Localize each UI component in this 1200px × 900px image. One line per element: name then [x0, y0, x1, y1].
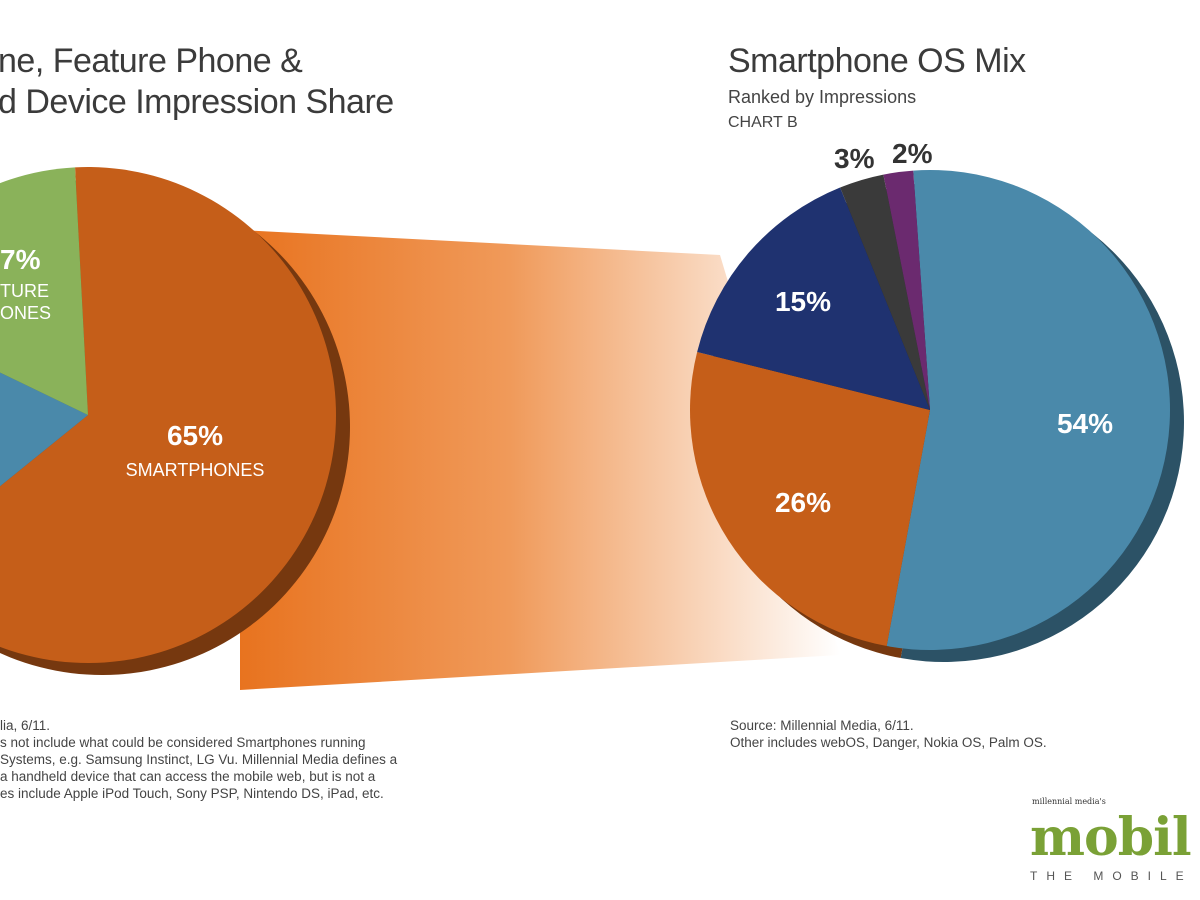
left-pie-slice-1 [0, 372, 88, 487]
slice-name-feature-2: ONES [0, 303, 52, 323]
note-line: lia, 6/11. [0, 718, 51, 733]
slice-label-15: 15% [774, 286, 832, 317]
right-pie-slice-4 [883, 170, 930, 410]
slice-label-2: 2% [892, 138, 933, 169]
logo-big: mobil [1030, 807, 1192, 868]
right-notes: Source: Millennial Media, 6/11. Other in… [730, 717, 1047, 751]
left-pie-slice-0 [0, 167, 337, 664]
slice-label-3: 3% [834, 143, 875, 174]
logo-small: millennial media's [1032, 797, 1106, 806]
left-pie-slice-2 [0, 167, 88, 415]
right-pie-slice-1 [690, 351, 930, 647]
slice-name-feature-1: TURE [0, 281, 49, 301]
slice-name-smartphones: SMARTPHONES [125, 460, 265, 480]
left-title-line1: ne, Feature Phone & [0, 42, 303, 80]
slice-label-feature: 7% [0, 244, 41, 275]
right-pie-slice-2 [697, 187, 930, 410]
note-line: a handheld device that can access the mo… [0, 769, 376, 784]
right-pie-slice-3 [840, 174, 930, 410]
slice-label-26: 26% [774, 487, 832, 518]
logo-tagline: THE MOBILE DE [1030, 869, 1200, 883]
right-subtitle: Ranked by Impressions [728, 87, 917, 107]
right-pie-slice-0 [886, 170, 1171, 651]
note-line: es include Apple iPod Touch, Sony PSP, N… [0, 786, 384, 801]
right-title: Smartphone OS Mix [728, 42, 1026, 80]
left-notes: lia, 6/11. s not include what could be c… [0, 717, 397, 802]
logo: millennial media's mobil THE MOBILE DE [1030, 796, 1200, 884]
note-line: Systems, e.g. Samsung Instinct, LG Vu. M… [0, 752, 398, 767]
note-line: s not include what could be considered S… [0, 735, 366, 750]
zoom-funnel [240, 230, 840, 690]
left-title-line2: d Device Impression Share [0, 83, 394, 121]
note-line: Source: Millennial Media, 6/11. [730, 718, 914, 733]
chart-label: CHART B [728, 114, 798, 131]
slice-label-54: 54% [1056, 408, 1114, 439]
note-line: Other includes webOS, Danger, Nokia OS, … [730, 735, 1047, 750]
slice-label-smartphones: 65% [166, 420, 224, 451]
